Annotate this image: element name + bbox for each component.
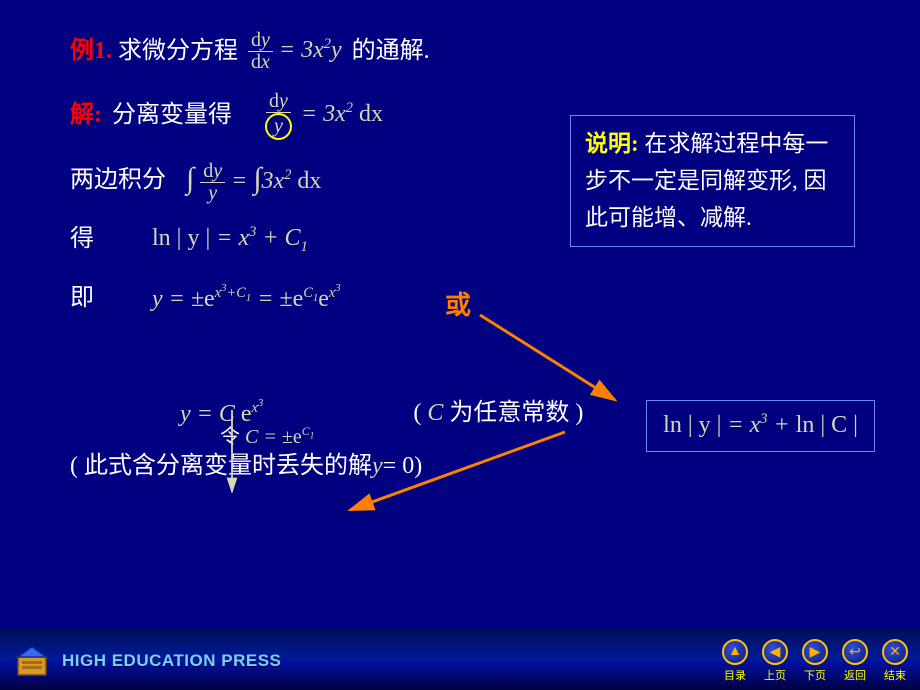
lost-eq: = 0 xyxy=(383,450,415,484)
eq3: ∫ dy y = ∫3x2 dx xyxy=(186,158,321,204)
brand: HIGH EDUCATION PRESS xyxy=(12,641,281,681)
eq5: y = ±ex3+C1 = ±eC1ex3 xyxy=(152,281,341,316)
solution-text: 分离变量得 xyxy=(112,99,232,133)
lost-y: y xyxy=(372,450,383,484)
eq4: ln | y | = x3 + C1 xyxy=(152,222,308,257)
nav-next[interactable]: ▶ 下页 xyxy=(802,639,828,683)
example-text: 求微分方程 xyxy=(118,35,238,69)
eq1: dy dx = 3x2y xyxy=(248,30,342,73)
circled-y: y xyxy=(265,113,292,140)
arbitrary-constant: ( C 为任意常数 ) xyxy=(413,397,583,431)
brand-logo-icon xyxy=(12,641,52,681)
example-row: 例1. 求微分方程 dy dx = 3x2y 的通解. xyxy=(70,30,850,73)
lost-open: ( 此式含分离变量时丢失的解 xyxy=(70,450,372,484)
triangle-right-icon: ▶ xyxy=(802,639,828,665)
nav-end[interactable]: ✕ 结束 xyxy=(882,639,908,683)
nav-prev[interactable]: ◀ 上页 xyxy=(762,639,788,683)
slide-body: 例1. 求微分方程 dy dx = 3x2y 的通解. 解: 分离变量得 dy … xyxy=(0,0,920,630)
integrate-text: 两边积分 xyxy=(70,164,166,198)
thus-text: 即 xyxy=(70,282,94,316)
get-text: 得 xyxy=(70,223,94,257)
note-box: 说明: 在求解过程中每一步不一定是同解变形, 因此可能增、减解. xyxy=(570,115,855,247)
example-label: 例1. xyxy=(70,35,112,69)
close-icon: ✕ xyxy=(882,639,908,665)
footer-bar: HIGH EDUCATION PRESS ▲ 目录 ◀ 上页 ▶ 下页 ↩ 返回… xyxy=(0,630,920,690)
or-label: 或 xyxy=(445,288,471,324)
eq2: dy y = 3x2 dx xyxy=(262,91,383,140)
footer-nav: ▲ 目录 ◀ 上页 ▶ 下页 ↩ 返回 ✕ 结束 xyxy=(722,639,908,683)
lost-solution-row: ( 此式含分离变量时丢失的解 y = 0 ) xyxy=(70,450,850,484)
example-suffix: 的通解. xyxy=(352,35,430,69)
triangle-left-icon: ◀ xyxy=(762,639,788,665)
triangle-up-icon: ▲ xyxy=(722,639,748,665)
return-icon: ↩ xyxy=(842,639,868,665)
alt-equation-box: ln | y | = x3 + ln | C | xyxy=(646,400,875,452)
nav-back[interactable]: ↩ 返回 xyxy=(842,639,868,683)
brand-text: HIGH EDUCATION PRESS xyxy=(62,651,281,671)
note-label: 说明: xyxy=(585,131,639,156)
nav-toc[interactable]: ▲ 目录 xyxy=(722,639,748,683)
solution-label: 解: xyxy=(70,99,102,133)
lost-close: ) xyxy=(414,450,422,484)
eq6: y = C ex3 xyxy=(180,396,263,431)
